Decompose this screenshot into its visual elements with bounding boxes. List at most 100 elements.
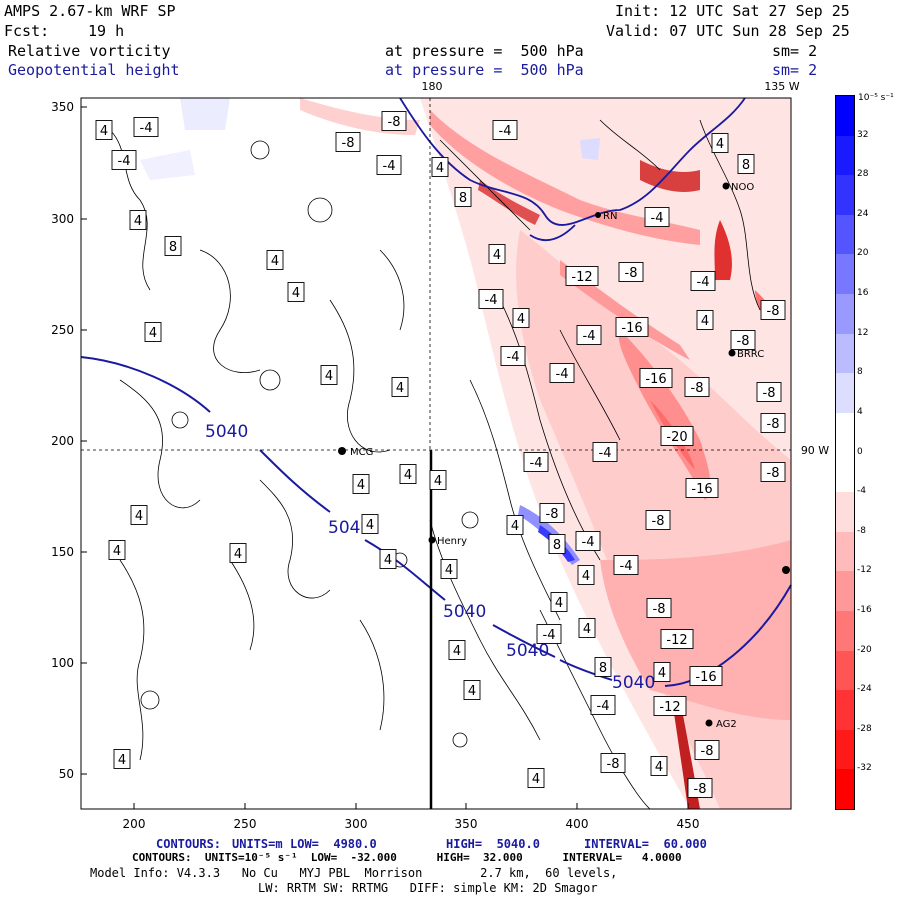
geopotential-height-contours: [80, 97, 792, 687]
vorticity-label-box: [352, 474, 370, 494]
vorticity-label: -8: [684, 377, 710, 397]
vorticity-label-box: [696, 310, 714, 330]
colorbar-unit: 10⁻⁵ s⁻¹: [858, 93, 894, 103]
vorticity-label-box: [653, 662, 671, 682]
colorbar-tick-label: -24: [857, 684, 872, 695]
vorticity-label-text: 4: [404, 468, 412, 483]
y-tick-label: 200: [51, 434, 74, 448]
vorticity-label: 4: [113, 749, 131, 769]
vorticity-label-box: [429, 470, 447, 490]
vorticity-label: 4: [650, 756, 668, 776]
vorticity-label: 4: [431, 157, 449, 177]
vorticity-label-box: [478, 289, 504, 309]
vorticity-label: 4: [379, 549, 397, 569]
vorticity-label: -20: [660, 426, 694, 446]
vorticity-label-text: 8: [169, 240, 177, 255]
vorticity-label-box: [565, 266, 599, 286]
vorticity-label-text: -8: [701, 744, 714, 759]
colorbar-segment: [836, 571, 854, 611]
colorbar-segment: [836, 214, 854, 255]
vorticity-label-box: [506, 515, 524, 535]
vorticity-label: 4: [527, 768, 545, 788]
colorbar: [835, 95, 855, 810]
vorticity-label-text: 4: [113, 544, 121, 559]
vorticity-label-box: [287, 282, 305, 302]
model-info: Model Info: V4.3.3 No Cu MYJ PBL Morriso…: [90, 866, 618, 880]
vorticity-label-text: 4: [716, 137, 724, 152]
vorticity-label: -8: [600, 753, 626, 773]
vorticity-label-box: [694, 740, 720, 760]
vorticity-label-box: [111, 150, 137, 170]
colorbar-tick-label: -16: [857, 604, 872, 615]
vorticity-label-text: 4: [134, 214, 142, 229]
vorticity-label: 4: [108, 540, 126, 560]
vorticity-label-text: -4: [620, 559, 633, 574]
vorticity-label-box: [650, 756, 668, 776]
stations: MCG Henry AG2 BRRC NOO RN: [338, 182, 790, 730]
vorticity-label-box: [685, 478, 719, 498]
vorticity-label-box: [108, 540, 126, 560]
init-time: Init: 12 UTC Sat 27 Sep 25: [615, 2, 850, 20]
vorticity-label: -8: [756, 382, 782, 402]
height-label: 5040: [443, 602, 486, 622]
vorticity-label-box: [711, 133, 729, 153]
height-label: 5040: [328, 518, 371, 538]
colorbar-segment: [836, 650, 854, 691]
vorticity-label-text: 4: [445, 563, 453, 578]
vorticity-label-text: -20: [666, 430, 687, 445]
colorbar-segment: [836, 610, 854, 651]
vorticity-label: -8: [694, 740, 720, 760]
vorticity-label-text: -8: [767, 417, 780, 432]
vorticity-label-box: [618, 262, 644, 282]
height-contour-prefix: CONTOURS:: [156, 837, 222, 851]
vorticity-label-box: [613, 555, 639, 575]
y-tick-label: 150: [51, 545, 74, 559]
vorticity-contour-info: CONTOURS: UNITS=10⁻⁵ s⁻¹ LOW= -32.000 HI…: [132, 851, 682, 864]
colorbar-segment: [836, 333, 854, 374]
vorticity-label: -12: [565, 266, 599, 286]
vorticity-label: 4: [653, 662, 671, 682]
height-contour-units: UNITS=m: [232, 837, 283, 851]
vorticity-label-box: [548, 534, 566, 554]
vorticity-label-text: -4: [530, 456, 543, 471]
vorticity-label-box: [592, 442, 618, 462]
colorbar-segment: [836, 175, 854, 215]
vorticity-label: -12: [653, 696, 687, 716]
vorticity-label-box: [133, 117, 159, 137]
model-title: AMPS 2.67-km WRF SP: [4, 2, 176, 20]
vorticity-label-box: [129, 210, 147, 230]
vorticity-label: -4: [133, 117, 159, 137]
vorticity-label: 8: [548, 534, 566, 554]
vorticity-label-text: 4: [468, 684, 476, 699]
station-dot: [722, 182, 730, 190]
vorticity-label-box: [600, 753, 626, 773]
vorticity-label-box: [660, 629, 694, 649]
vorticity-label: 4: [391, 377, 409, 397]
vorticity-label-box: [454, 187, 472, 207]
vorticity-label-box: [760, 300, 786, 320]
vorticity-contours: [109, 119, 761, 809]
vorticity-label-text: -4: [697, 275, 710, 290]
vorticity-label-box: [448, 640, 466, 660]
vorticity-label-text: 4: [583, 622, 591, 637]
colorbar-tick-label: -12: [857, 565, 872, 576]
colorbar-tick-label: 8: [857, 367, 863, 378]
vorticity-label-box: [95, 120, 113, 140]
vorticity-label-box: [361, 514, 379, 534]
vorticity-label-text: 8: [553, 538, 561, 553]
vorticity-label: -8: [618, 262, 644, 282]
vorticity-label: -16: [639, 368, 673, 388]
vorticity-label: -4: [644, 207, 670, 227]
vorticity-label-text: 4: [384, 553, 392, 568]
vorticity-label: -8: [645, 510, 671, 530]
vorticity-label: -4: [111, 150, 137, 170]
vorticity-label-text: -16: [695, 670, 716, 685]
vorticity-label: -16: [689, 666, 723, 686]
vorticity-label-text: -4: [583, 329, 596, 344]
x-tick-label: 250: [234, 817, 257, 831]
vorticity-label: -4: [576, 325, 602, 345]
vorticity-label-text: -12: [666, 633, 687, 648]
vorticity-label: -8: [760, 300, 786, 320]
forecast-hour: 19 h: [88, 22, 125, 40]
